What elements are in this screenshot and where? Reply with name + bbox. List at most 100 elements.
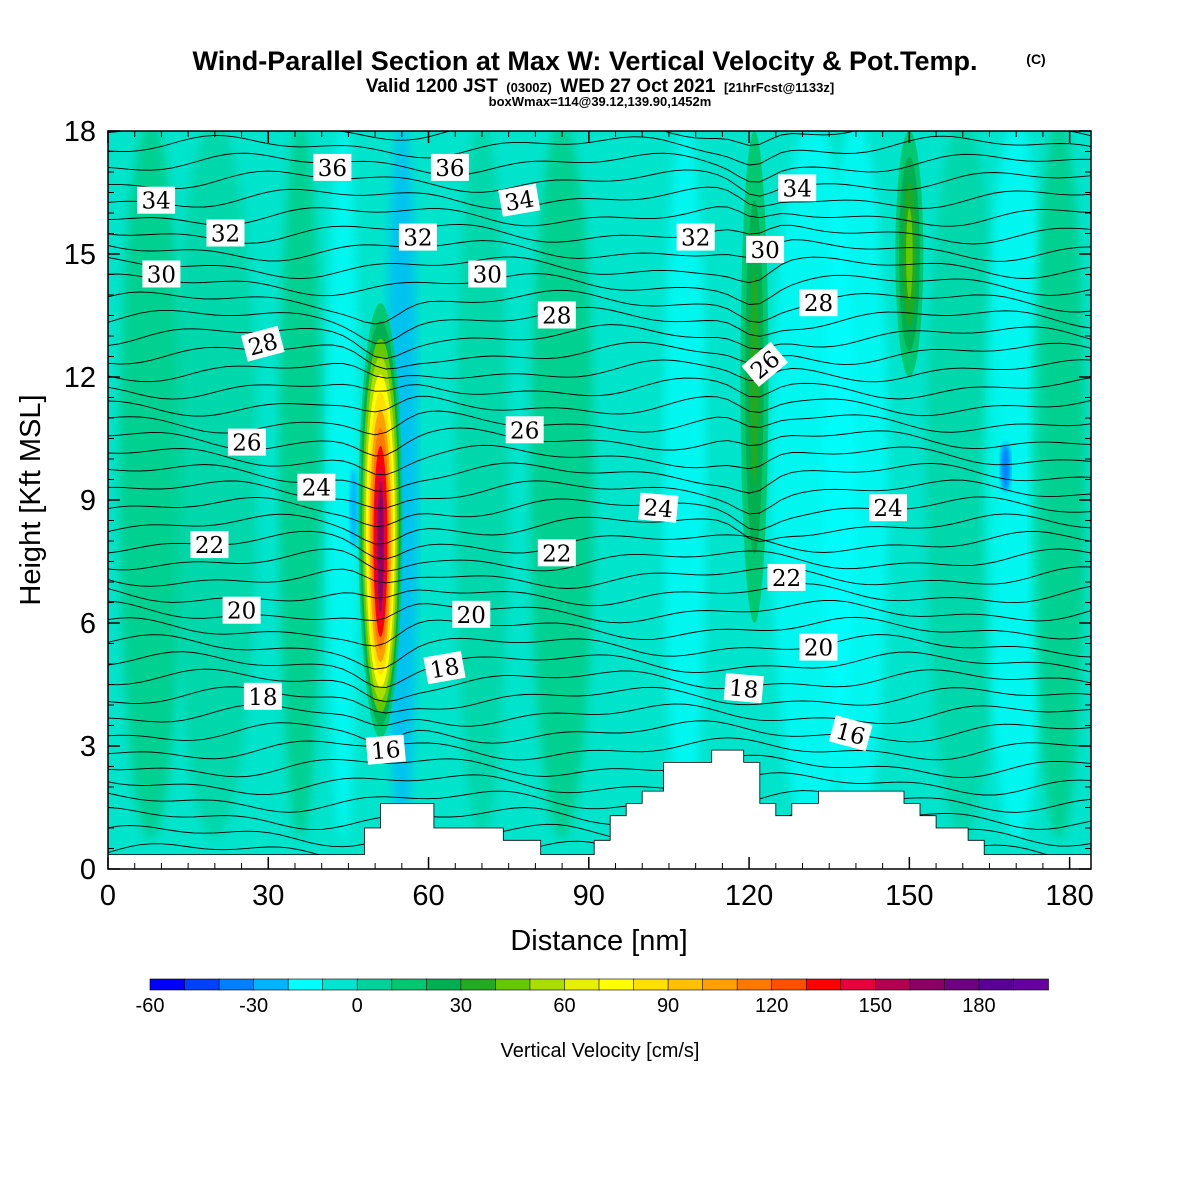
theta-contour-line xyxy=(108,377,1091,400)
theta-label-box xyxy=(505,416,544,444)
theta-label-box xyxy=(243,682,282,710)
theta-contour-line xyxy=(108,566,1091,589)
colorbar: -60 -30 0 30 60 90 120 150 180 xyxy=(136,978,1049,1017)
colorbar-swatch xyxy=(149,978,186,991)
theta-label-text: 26 xyxy=(510,418,539,444)
theta-label-box xyxy=(313,153,352,181)
theta-contour-line xyxy=(108,223,1091,245)
theta-contour-line xyxy=(108,616,1091,647)
y-tick-label: 15 xyxy=(64,239,96,271)
theta-label: 30 xyxy=(746,235,785,264)
colorbar-swatch xyxy=(771,978,808,991)
colorbar-swatch xyxy=(218,978,255,991)
colorbar-tick-label: 90 xyxy=(657,995,679,1017)
x-axis-label: Distance [nm] xyxy=(510,925,687,957)
theta-label: 20 xyxy=(222,596,261,625)
chart-subtitle: Valid 1200 JST (0300Z) WED 27 Oct 2021 [… xyxy=(366,76,834,97)
theta-label-text: 28 xyxy=(542,304,571,330)
y-tick-label: 18 xyxy=(64,116,96,148)
theta-label: 28 xyxy=(537,301,576,330)
theta-contour-line xyxy=(108,513,1091,545)
colorbar-swatch xyxy=(840,978,877,991)
theta-label-box xyxy=(828,715,873,752)
theta-label-text: 20 xyxy=(227,599,256,625)
theta-label: 22 xyxy=(537,539,576,567)
velocity-band xyxy=(118,131,183,840)
theta-contour-line xyxy=(108,462,1091,494)
theta-label: 18 xyxy=(243,682,282,711)
theta-label: 34 xyxy=(778,174,817,202)
theta-label: 24 xyxy=(297,473,336,502)
colorbar-swatch xyxy=(460,978,497,991)
theta-label: 20 xyxy=(452,600,491,629)
x-tick-label: 0 xyxy=(100,880,116,912)
colorbar-swatch xyxy=(944,978,980,991)
theta-label-box xyxy=(869,494,907,522)
colorbar-swatch xyxy=(287,978,324,991)
theta-contour-line xyxy=(108,273,1091,305)
theta-contour-line xyxy=(108,583,1091,607)
theta-contour-line xyxy=(108,395,1091,417)
theta-label-text: 34 xyxy=(503,186,536,217)
theta-label-box xyxy=(638,492,679,523)
colorbar-tick-label: 150 xyxy=(859,995,892,1017)
theta-label: 34 xyxy=(137,186,176,215)
title-copyright-mark: (C) xyxy=(1026,51,1045,67)
theta-label-box xyxy=(398,223,437,251)
theta-label-box xyxy=(365,734,406,765)
theta-contour-line xyxy=(108,790,1091,813)
theta-label-box xyxy=(206,219,245,247)
colorbar-swatch xyxy=(322,978,359,991)
theta-label-box xyxy=(190,531,229,559)
theta-label-box xyxy=(741,341,789,387)
theta-contour-line xyxy=(108,206,1091,227)
theta-label-text: 20 xyxy=(804,636,833,662)
theta-label-text: 18 xyxy=(248,685,277,711)
colorbar-swatch xyxy=(978,978,1015,991)
colorbar-swatch xyxy=(633,978,669,991)
theta-label: 18 xyxy=(423,651,466,684)
theta-contour-line xyxy=(108,359,1091,383)
x-tick-label: 120 xyxy=(725,880,773,912)
theta-contour-line xyxy=(108,530,1091,560)
y-tick-label: 0 xyxy=(80,854,96,886)
colorbar-tick-label: -60 xyxy=(136,995,165,1017)
colorbar-swatch xyxy=(564,978,600,991)
theta-label-box xyxy=(537,539,576,567)
theta-contour-line xyxy=(108,239,1091,262)
theta-label-text: 34 xyxy=(141,189,170,215)
x-tick-label: 90 xyxy=(573,880,605,912)
updraft-contour xyxy=(907,217,912,291)
theta-label-box xyxy=(430,153,469,181)
theta-label: 32 xyxy=(398,223,437,252)
theta-label-text: 36 xyxy=(318,156,347,182)
theta-label: 32 xyxy=(676,223,715,252)
theta-contour-line xyxy=(108,479,1091,515)
theta-label-text: 16 xyxy=(370,737,401,765)
chart-title: Wind-Parallel Section at Max W: Vertical… xyxy=(193,46,978,76)
theta-label-box xyxy=(498,183,541,217)
theta-label-text: 24 xyxy=(302,476,331,502)
theta-contour-line xyxy=(108,772,1091,796)
downdraft-core xyxy=(1000,443,1011,492)
theta-label: 24 xyxy=(638,492,679,523)
y-tick-label: 3 xyxy=(80,731,96,763)
theta-contour-line xyxy=(108,496,1091,531)
theta-label-box xyxy=(746,235,785,263)
theta-label: 20 xyxy=(799,633,838,662)
velocity-band xyxy=(327,131,359,840)
theta-label-text: 22 xyxy=(772,566,801,592)
theta-contour-line xyxy=(108,152,1091,183)
theta-label: 30 xyxy=(468,260,507,289)
chart-subtitle-box: boxWmax=114@39.12,139.90,1452m xyxy=(489,94,712,109)
theta-label-box xyxy=(240,325,285,362)
colorbar-swatch xyxy=(702,978,738,991)
theta-label-text: 30 xyxy=(750,238,779,264)
x-tick-label: 150 xyxy=(885,880,933,912)
velocity-band xyxy=(663,131,707,840)
theta-contour-line xyxy=(108,186,1091,210)
updraft-contour xyxy=(377,481,384,612)
colorbar-swatch xyxy=(1013,978,1049,991)
